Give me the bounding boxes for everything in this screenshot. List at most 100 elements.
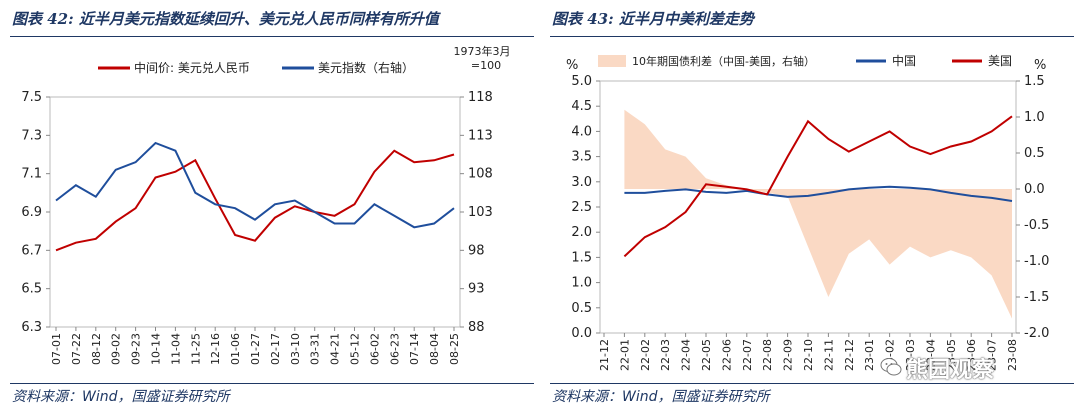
right-x-tick-label: 22-10 bbox=[802, 339, 815, 371]
right-x-tick-label: 22-04 bbox=[680, 339, 693, 371]
left-x-tick-label: 06-23 bbox=[388, 333, 401, 365]
right-x-tick-label: 23-04 bbox=[924, 339, 937, 371]
left-x-tick-label: 08-25 bbox=[448, 333, 461, 365]
right-series-spread-area bbox=[624, 109, 1012, 319]
left-x-tick-label: 08-04 bbox=[428, 333, 441, 365]
right-x-tick-label: 21-12 bbox=[598, 339, 611, 371]
right-y-tick-label: 4.0 bbox=[571, 124, 592, 139]
right-y-tick-label: 5.0 bbox=[571, 74, 592, 89]
left-legend-dxy-label: 美元指数（右轴） bbox=[318, 60, 414, 75]
right-x-tick-label: 22-05 bbox=[700, 339, 713, 371]
right-chart-svg: 0.0 0.5 1.0 1.5 2.0 2.5 3.0 3.5 4.0 4.5 5.0 -2.0 -1.… bbox=[566, 53, 1049, 371]
right-y-tick-label: 4.5 bbox=[571, 99, 592, 114]
right-x-tick-label: 23-01 bbox=[863, 339, 876, 371]
right-y-tick-label: 1.0 bbox=[571, 276, 592, 291]
left-yr-tick-label: 98 bbox=[468, 243, 485, 258]
left-x-tick-label: 09-23 bbox=[130, 333, 143, 365]
left-top-rule bbox=[10, 36, 534, 37]
right-x-tick-label: 22-07 bbox=[741, 339, 754, 371]
right-bottom-rule bbox=[550, 383, 1074, 384]
right-top-rule bbox=[550, 36, 1074, 37]
left-yr-tick-label: 118 bbox=[468, 90, 493, 105]
right-y-unit-left: % bbox=[566, 58, 578, 73]
left-x-tick-label: 03-10 bbox=[289, 333, 302, 365]
right-series-china-line bbox=[624, 185, 1013, 202]
right-y-tick-label: 2.0 bbox=[571, 225, 592, 240]
left-x-tick-label: 06-02 bbox=[368, 333, 381, 365]
left-yr-tick-label: 88 bbox=[468, 320, 485, 335]
right-y-unit-right: % bbox=[1034, 58, 1046, 73]
right-x-tick-label: 23-06 bbox=[965, 339, 978, 371]
left-plot-frame bbox=[49, 96, 461, 328]
right-title-prefix: 图表 bbox=[552, 10, 583, 28]
right-yr-tick-label: 1.5 bbox=[1024, 74, 1045, 89]
left-yr-tick-label: 93 bbox=[468, 282, 485, 297]
right-yr-tick-label: 0.0 bbox=[1024, 182, 1045, 197]
right-x-tick-label: 23-05 bbox=[945, 339, 958, 371]
right-source-note: 资料来源：Wind，国盛证券研究所 bbox=[552, 389, 770, 405]
right-x-tick-label: 22-06 bbox=[720, 339, 733, 371]
left-y-tick-label: 6.3 bbox=[21, 320, 42, 335]
left-x-tick-label: 07-14 bbox=[408, 333, 421, 365]
right-x-tick-label: 23-08 bbox=[1006, 339, 1019, 371]
right-x-tick-label: 22-08 bbox=[761, 339, 774, 371]
right-x-tick-label: 22-09 bbox=[782, 339, 795, 371]
left-x-tick-label: 07-01 bbox=[50, 333, 63, 365]
left-y-tick-label: 7.1 bbox=[21, 167, 42, 182]
right-x-tick-label: 22-11 bbox=[822, 339, 835, 371]
right-title-text: 近半月中美利差走势 bbox=[618, 10, 754, 28]
left-x-tick-label: 01-27 bbox=[249, 333, 262, 365]
right-y-tick-label: 0.5 bbox=[571, 301, 592, 316]
left-yr-tick-label: 113 bbox=[468, 128, 493, 143]
left-x-tick-label: 03-31 bbox=[309, 333, 322, 365]
right-title-number: 43: bbox=[587, 10, 614, 28]
right-chart-panel: 图表 43: 近半月中美利差走势 0.0 0.5 1.0 1.5 2.0 2.5 3.0 3.… bbox=[540, 0, 1080, 416]
left-series-usdcny-line bbox=[55, 149, 455, 252]
left-legend-usdcny-label: 中间价: 美元兑人民币 bbox=[134, 60, 250, 75]
left-base-note-line1: 1973年3月 bbox=[454, 44, 511, 58]
left-x-tick-label: 11-04 bbox=[169, 333, 182, 365]
right-y-tick-label: 2.5 bbox=[571, 200, 592, 215]
left-x-tick-label: 01-06 bbox=[229, 333, 242, 365]
left-y-tick-label: 7.5 bbox=[21, 90, 42, 105]
right-y-tick-label: 0.0 bbox=[571, 326, 592, 341]
left-title-prefix: 图表 bbox=[12, 10, 43, 28]
left-y-tick-label: 7.3 bbox=[21, 128, 42, 143]
right-x-tick-label: 22-03 bbox=[659, 339, 672, 371]
right-y-tick-label: 1.5 bbox=[571, 250, 592, 265]
left-x-tick-label: 11-25 bbox=[189, 333, 202, 365]
left-base-note-line2: =100 bbox=[471, 59, 501, 72]
left-x-tick-label: 04-21 bbox=[329, 333, 342, 365]
left-source-note: 资料来源：Wind，国盛证券研究所 bbox=[12, 389, 230, 405]
left-yr-tick-label: 108 bbox=[468, 167, 493, 182]
right-yr-tick-label: -1.0 bbox=[1024, 254, 1049, 269]
right-yr-tick-label: 1.0 bbox=[1024, 110, 1045, 125]
right-x-tick-label: 22-12 bbox=[843, 339, 856, 371]
left-chart-panel: 图表 42: 近半月美元指数延续回升、美元兑人民币同样有所升值 6.3 6.5 6.… bbox=[10, 8, 534, 405]
left-chart-title: 图表 42: 近半月美元指数延续回升、美元兑人民币同样有所升值 bbox=[12, 8, 439, 29]
right-yr-tick-label: -1.5 bbox=[1024, 290, 1049, 305]
left-x-tick-label: 09-02 bbox=[110, 333, 123, 365]
left-x-tick-label: 05-12 bbox=[349, 333, 362, 365]
right-x-tick-label: 22-02 bbox=[639, 339, 652, 371]
left-y-tick-label: 6.5 bbox=[21, 282, 42, 297]
left-y-tick-label: 6.7 bbox=[21, 243, 42, 258]
right-legend-us-label: 美国 bbox=[988, 54, 1012, 68]
left-x-tick-label: 10-14 bbox=[150, 333, 163, 365]
right-chart-title: 图表 43: 近半月中美利差走势 bbox=[552, 8, 754, 29]
right-yr-tick-label: -2.0 bbox=[1024, 326, 1049, 341]
right-yr-tick-label: 0.5 bbox=[1024, 146, 1045, 161]
right-x-tick-label: 23-03 bbox=[904, 339, 917, 371]
right-y-tick-label: 3.5 bbox=[571, 150, 592, 165]
left-series-dxy-line bbox=[55, 141, 455, 229]
right-x-tick-label: 23-07 bbox=[986, 339, 999, 371]
right-y-tick-label: 3.0 bbox=[571, 175, 592, 190]
left-x-tick-label: 07-22 bbox=[70, 333, 83, 365]
left-bottom-rule bbox=[10, 383, 534, 384]
right-x-tick-label: 22-01 bbox=[618, 339, 631, 371]
right-yr-tick-label: -0.5 bbox=[1024, 218, 1049, 233]
watermark-text: 熊园观察 bbox=[906, 358, 995, 383]
right-series-us-line bbox=[623, 115, 1013, 258]
left-y-tick-label: 6.9 bbox=[21, 205, 42, 220]
wechat-icon bbox=[880, 358, 902, 376]
